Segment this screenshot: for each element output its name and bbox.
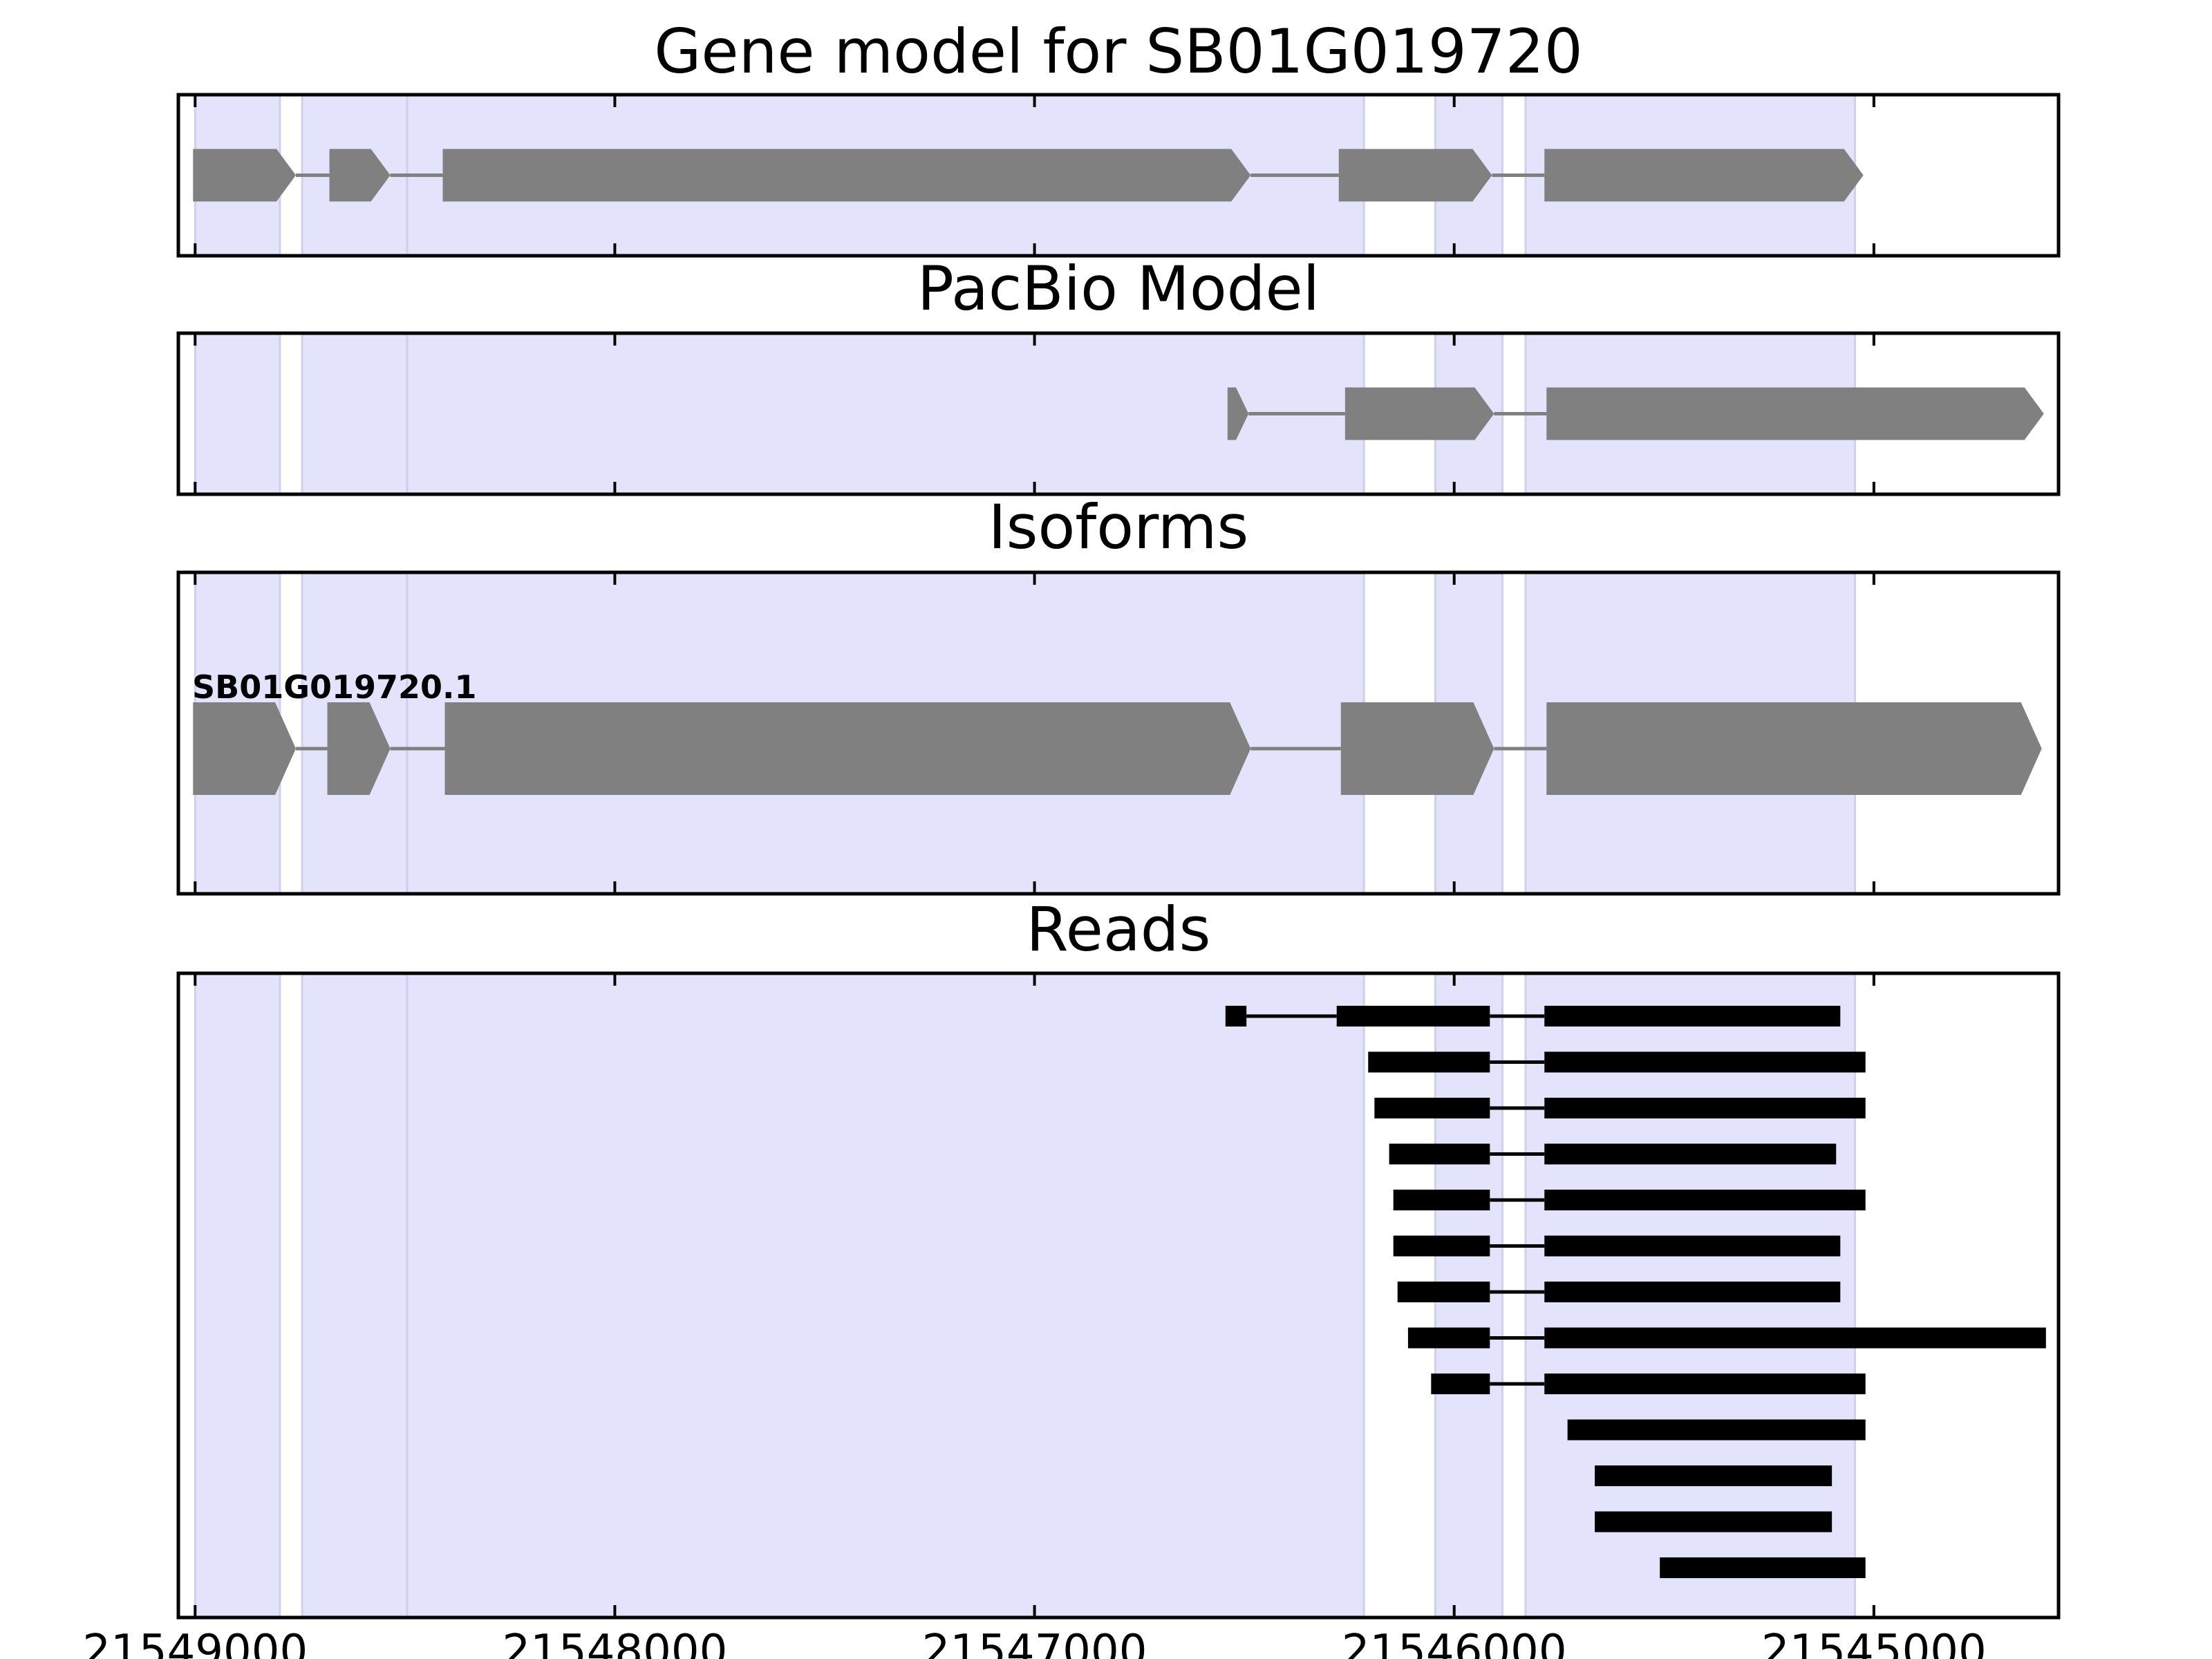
- read-block: [1595, 1511, 1833, 1533]
- panel-contents: [194, 333, 2044, 494]
- model-exon: [442, 149, 1251, 202]
- exon-shade-band: [406, 973, 1365, 1618]
- read-block: [1660, 1557, 1866, 1578]
- read-block: [1544, 1143, 1837, 1165]
- panel-contents: [194, 973, 2046, 1618]
- x-tick-label: 21546000: [1342, 1626, 1567, 1659]
- read-block: [1544, 1235, 1841, 1257]
- read-block: [1389, 1143, 1490, 1165]
- panel-title: PacBio Model: [917, 253, 1320, 324]
- model-exon: [329, 149, 391, 202]
- x-tick-label: 21547000: [922, 1626, 1147, 1659]
- exon-shade-band: [406, 333, 1365, 494]
- panel-4: Reads: [176, 894, 2061, 1620]
- isoform-exon: [193, 702, 296, 795]
- exon-shade-band: [301, 333, 409, 494]
- read-block: [1336, 1006, 1490, 1027]
- read-block: [1544, 1006, 1841, 1027]
- read-block: [1407, 1327, 1490, 1349]
- exon-shade-band: [301, 973, 409, 1618]
- read-block: [1431, 1374, 1490, 1394]
- read-block: [1225, 1006, 1247, 1027]
- panel-title: Isoforms: [988, 491, 1249, 563]
- isoform-exon: [444, 702, 1251, 795]
- model-exon: [1338, 149, 1492, 202]
- panels: Gene model for SB01G019720 PacBio Model Is…: [176, 16, 2061, 1620]
- panel-1: Gene model for SB01G019720: [176, 16, 2061, 258]
- x-tick-label: 21548000: [503, 1626, 728, 1659]
- panel-frame: [176, 570, 2061, 896]
- read-block: [1397, 1282, 1490, 1302]
- read-block: [1544, 1374, 1866, 1394]
- panel-title: Gene model for SB01G019720: [654, 16, 1583, 87]
- read-block: [1368, 1051, 1490, 1073]
- x-tick-label: 21549000: [82, 1626, 308, 1659]
- model-exon: [193, 149, 296, 202]
- exon-shade-band: [194, 973, 281, 1618]
- read-block: [1544, 1327, 2046, 1349]
- exon-shade-band: [194, 333, 281, 494]
- model-exon: [1546, 387, 2044, 440]
- read-block: [1393, 1190, 1490, 1210]
- isoform-exon: [1546, 702, 2042, 795]
- read-block: [1544, 1190, 1866, 1210]
- panel-3: Isoforms SB01G019720.1: [176, 491, 2061, 896]
- isoform-label: SB01G019720.1: [192, 668, 476, 706]
- read-block: [1567, 1419, 1866, 1441]
- isoform-exon: [327, 702, 391, 795]
- panel-frame: [176, 971, 2061, 1620]
- panel-frame: [176, 93, 2061, 258]
- x-axis: 21549000 21548000 21547000 21546000 21545000: [82, 1626, 1986, 1659]
- model-exon: [1344, 387, 1494, 440]
- panel-title: Reads: [1027, 894, 1211, 965]
- panel-frame: [176, 331, 2061, 496]
- model-exon: [1227, 387, 1249, 440]
- panel-contents: [193, 572, 2042, 894]
- panel-2: PacBio Model: [176, 253, 2061, 496]
- x-tick-label: 21545000: [1761, 1626, 1987, 1659]
- isoform-exon: [1340, 702, 1494, 795]
- read-block: [1544, 1282, 1841, 1302]
- read-block: [1544, 1051, 1866, 1073]
- panel-contents: [193, 95, 1864, 256]
- read-block: [1595, 1465, 1833, 1486]
- model-exon: [1544, 149, 1864, 202]
- read-block: [1544, 1098, 1866, 1118]
- read-block: [1393, 1235, 1490, 1257]
- read-block: [1374, 1098, 1490, 1118]
